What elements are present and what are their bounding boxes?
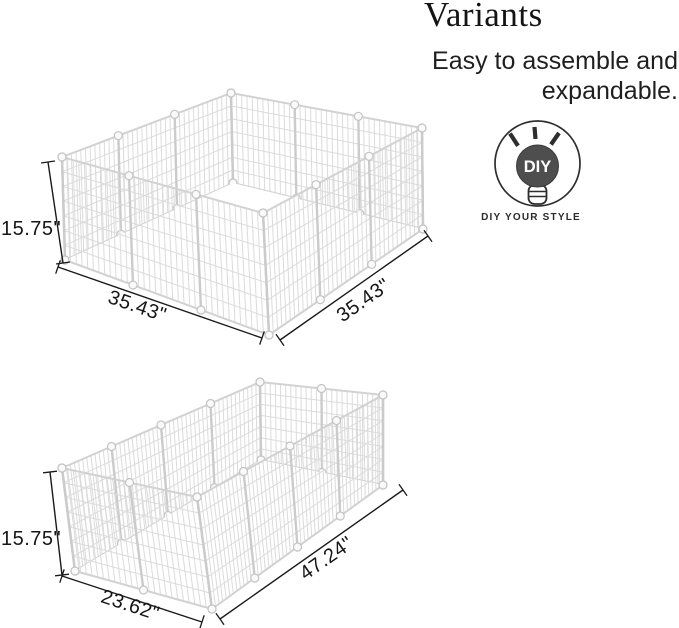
subtitle-line-1: Easy to assemble and: [432, 47, 678, 75]
square-pen-figure: [40, 88, 433, 347]
diy-badge-caption: DIY YOUR STYLE: [481, 212, 581, 223]
diy-lightbulb-icon: DIY: [494, 120, 581, 207]
page-title: Variants: [424, 0, 543, 34]
subtitle-line-2: expandable.: [541, 77, 678, 105]
bulb-rays: [508, 126, 561, 147]
bulb-circle: [516, 144, 559, 188]
rectangular-pen-figure: [42, 377, 408, 628]
subtitle: Easy to assemble and expandable.: [432, 46, 678, 106]
rect-pen-height-label: 15.75": [1, 528, 62, 550]
square-pen-height-label: 15.75": [1, 218, 62, 240]
diy-bulb-label: DIY: [524, 158, 552, 176]
